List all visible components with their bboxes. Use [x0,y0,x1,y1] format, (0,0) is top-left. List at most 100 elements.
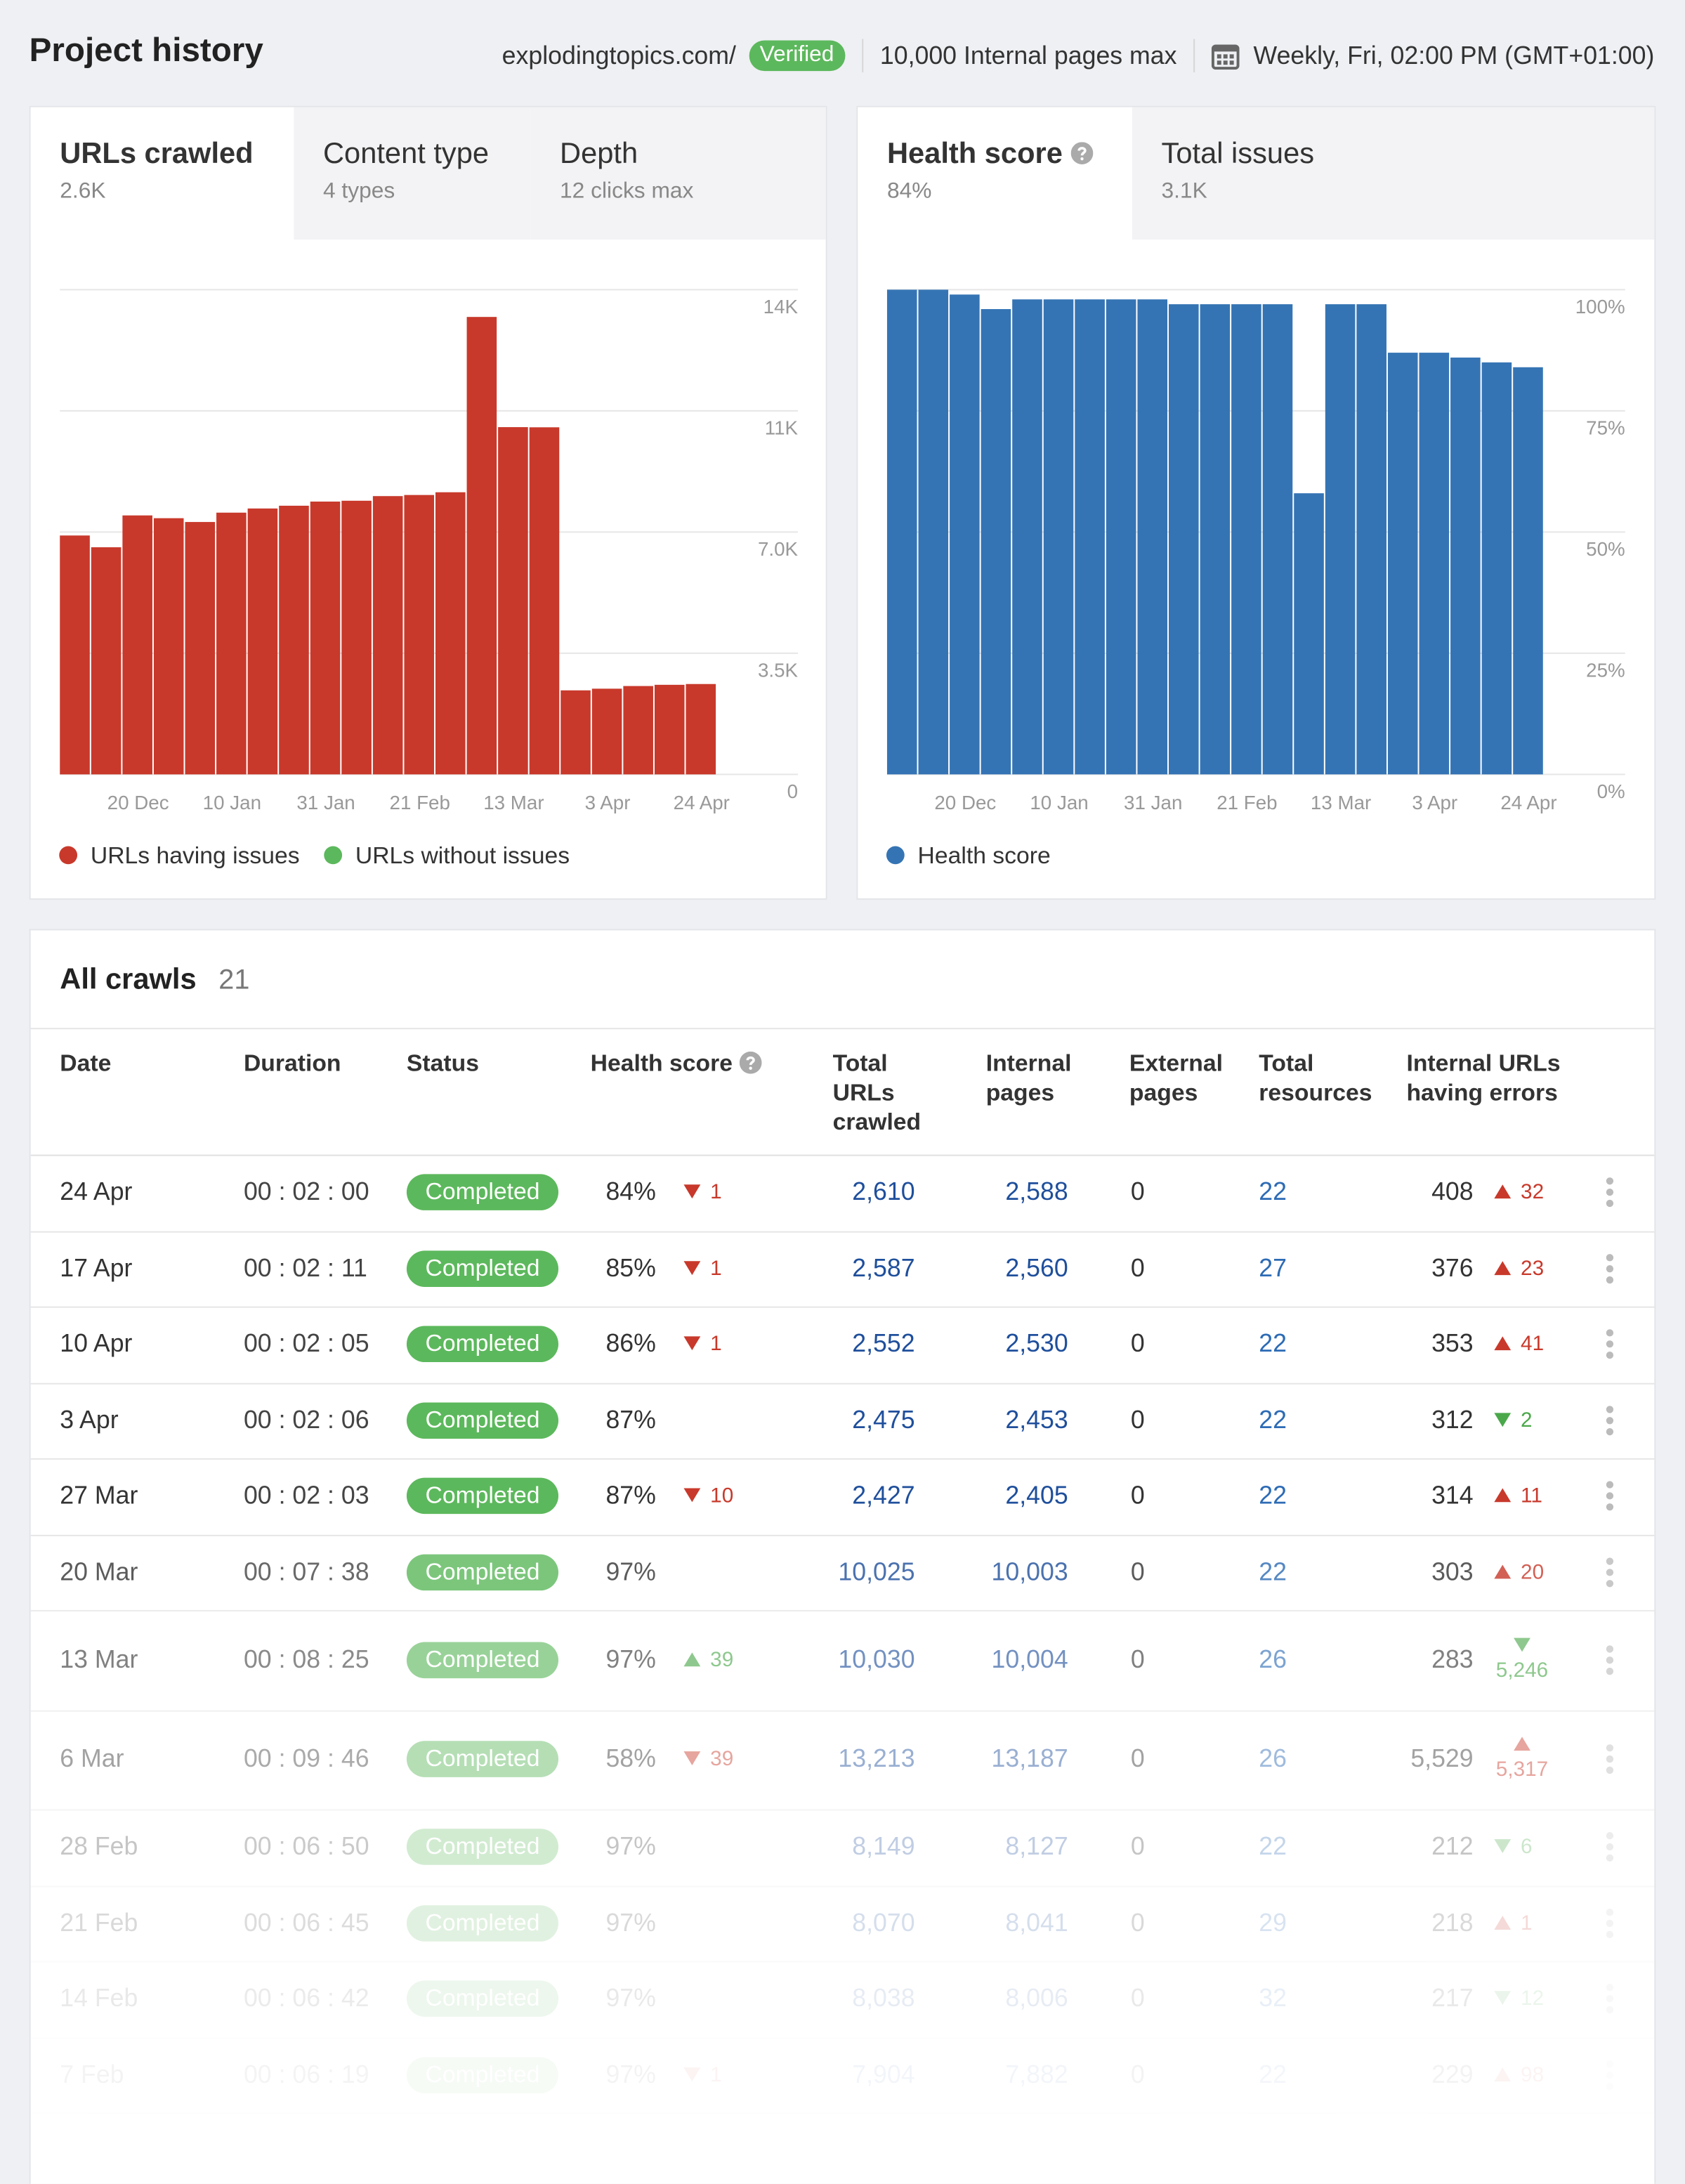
duration: 00 : 06 : 42 [243,1984,369,2013]
health-score: 97% [605,2060,656,2088]
internal-pages[interactable]: 8,041 [1005,1908,1068,1937]
menu-dot [1606,1843,1614,1851]
menu-dot [1606,1405,1614,1413]
row-menu[interactable] [1604,1984,1615,2015]
help-icon[interactable] [739,1051,762,1074]
table-row[interactable]: 20 Mar 00 : 07 : 38 Completed 97% 10,025 10,0… [30,1534,1655,1611]
health-score: 97% [605,1984,656,2013]
error-urls: 218 [1431,1908,1474,1937]
table-row[interactable]: 27 Mar 00 : 02 : 03 Completed 87% 10 2,427 2,4… [30,1458,1655,1536]
arrow-shape [1494,1564,1512,1578]
table-row[interactable]: 24 Apr 00 : 02 : 00 Completed 84% 1 2,610 2,58… [30,1155,1655,1232]
internal-pages[interactable]: 2,560 [1005,1253,1068,1282]
external-pages: 0 [1130,1984,1145,2013]
domain[interactable]: explodingtopics.com/ [501,41,736,70]
bar [981,308,1011,775]
schedule[interactable]: Weekly, Fri, 02:00 PM (GMT+01:00) [1253,41,1655,70]
health-change: 10 [682,1484,733,1508]
health-score: 97% [605,1832,656,1861]
tab[interactable]: Content type 4 types [294,107,531,240]
internal-pages[interactable]: 2,405 [1005,1482,1068,1510]
change-value: 32 [1521,1180,1545,1205]
internal-pages[interactable]: 2,530 [1005,1329,1068,1358]
column-header: Duration [243,1050,341,1077]
bar [310,502,341,775]
bar [60,535,90,775]
date: 27 Mar [60,1482,138,1510]
row-menu[interactable] [1604,1908,1615,1939]
menu-dot [1606,1276,1614,1283]
health-score: 97% [605,1644,656,1673]
internal-pages[interactable]: 2,588 [1005,1177,1068,1206]
table-row[interactable]: 17 Apr 00 : 02 : 11 Completed 85% 1 2,587 2,56… [30,1231,1655,1308]
arrow-shape [1494,1839,1512,1854]
change-value: 10 [710,1484,734,1508]
health-score: 97% [605,1908,656,1937]
tab[interactable]: Health score 84% [858,107,1132,240]
health-change: 39 [682,1747,734,1772]
health-change: 1 [682,2063,722,2086]
error-urls: 408 [1431,1177,1474,1206]
row-menu[interactable] [1604,2060,1615,2091]
arrow-shape [683,1260,701,1275]
error-urls: 229 [1431,2060,1474,2088]
table-row[interactable]: 3 Apr 00 : 02 : 06 Completed 87% 2,475 2,453 0… [30,1382,1655,1460]
change-value: 39 [710,1747,734,1772]
duration: 00 : 06 : 45 [243,1908,369,1937]
internal-pages[interactable]: 13,187 [991,1744,1068,1773]
menu-dot [1606,2006,1614,2014]
row-menu[interactable] [1604,1644,1615,1675]
table-row[interactable]: 7 Feb 00 : 06 : 19 Completed 97% 1 7,904 7,882… [30,2037,1655,2114]
bar [950,294,980,775]
internal-pages[interactable]: 10,003 [991,1557,1068,1585]
menu-dot [1606,1492,1614,1500]
row-menu[interactable] [1604,1481,1615,1512]
menu-dot [1606,1744,1614,1752]
row-menu[interactable] [1604,1177,1615,1208]
row-menu[interactable] [1604,1557,1615,1588]
row-menu[interactable] [1604,1744,1615,1775]
row-menu[interactable] [1604,1253,1615,1284]
row-menu[interactable] [1604,1329,1615,1360]
change-arrow [683,1751,701,1766]
table-row[interactable]: 21 Feb 00 : 06 : 45 Completed 97% 8,070 8,041… [30,1885,1655,1963]
table-row[interactable]: 10 Apr 00 : 02 : 05 Completed 86% 1 2,552 2,53… [30,1307,1655,1384]
menu-dot [1606,1995,1614,2003]
internal-pages[interactable]: 7,882 [1005,2060,1068,2088]
internal-pages[interactable]: 10,004 [991,1644,1068,1673]
duration: 00 : 08 : 25 [243,1644,369,1673]
arrow-shape [1494,1336,1512,1351]
help-icon[interactable] [1070,142,1094,164]
internal-pages[interactable]: 2,453 [1005,1405,1068,1434]
y-tick-label: 25% [1586,660,1625,681]
change-value: 39 [710,1647,734,1672]
menu-dot [1606,1264,1614,1272]
page-title: Project history [29,32,263,70]
health-change: 1 [682,1257,722,1281]
total-resources: 27 [1259,1253,1287,1282]
tab[interactable]: Depth 12 clicks max [530,107,826,240]
bar [372,496,403,775]
bar [153,518,184,775]
table-row[interactable]: 13 Mar 00 : 08 : 25 Completed 97% 39 10,030 10… [30,1610,1655,1711]
arrow-shape [683,2067,701,2081]
table-row[interactable]: 14 Feb 00 : 06 : 42 Completed 97% 8,038 8,006… [30,1961,1655,2039]
change-value: 41 [1521,1332,1545,1356]
health-score: 87% [605,1482,656,1510]
internal-pages[interactable]: 8,127 [1005,1832,1068,1861]
table-row[interactable]: 6 Mar 00 : 09 : 46 Completed 58% 39 13,213 13,… [30,1710,1655,1811]
row-menu[interactable] [1604,1832,1615,1863]
row-menu[interactable] [1604,1405,1615,1436]
arrow-shape [1494,1412,1512,1427]
internal-pages[interactable]: 8,006 [1005,1984,1068,2013]
external-pages: 0 [1130,1644,1145,1673]
table-row[interactable]: 28 Feb 00 : 06 : 50 Completed 97% 8,149 8,127… [30,1809,1655,1887]
menu-dot [1606,1755,1614,1763]
x-tick-label: 31 Jan [296,792,355,813]
tab-value: 2.6K [60,179,106,204]
date: 10 Apr [60,1329,133,1358]
tab[interactable]: URLs crawled 2.6K [30,107,294,240]
tab[interactable]: Total issues 3.1K [1132,107,1655,240]
bar [686,684,716,775]
